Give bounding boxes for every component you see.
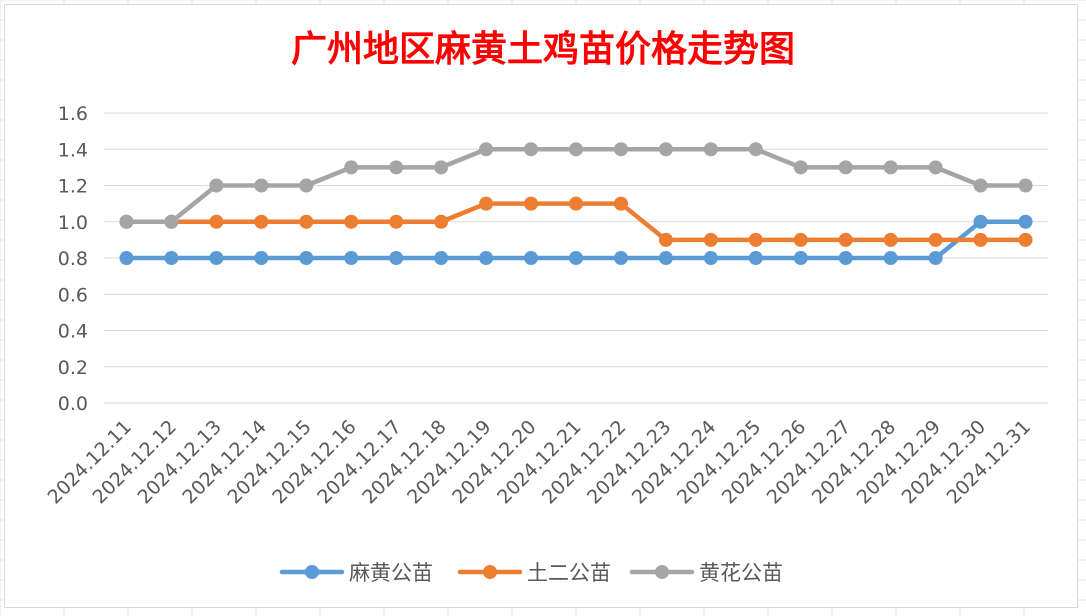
data-point — [703, 251, 718, 265]
legend-label: 土二公苗 — [527, 561, 611, 585]
data-point — [838, 160, 853, 175]
data-point — [793, 232, 808, 247]
legend-item: 黄花公苗 — [629, 561, 783, 585]
series-3 — [119, 142, 1033, 229]
data-point — [254, 214, 269, 229]
data-point — [883, 232, 898, 247]
data-point — [164, 251, 179, 265]
data-point — [793, 251, 808, 265]
data-point — [389, 214, 404, 229]
data-point — [569, 251, 583, 265]
data-point — [524, 251, 539, 265]
data-point — [209, 178, 224, 193]
data-point — [658, 251, 673, 265]
data-point — [748, 142, 763, 157]
data-point — [613, 196, 628, 211]
data-point — [389, 160, 404, 175]
data-point — [703, 142, 718, 157]
series-lines — [119, 142, 1033, 265]
y-tick-label: 0.4 — [58, 321, 88, 343]
legend-item: 土二公苗 — [457, 561, 611, 585]
data-point — [164, 214, 179, 229]
data-point — [928, 232, 943, 247]
data-point — [748, 232, 763, 247]
legend-marker — [655, 565, 669, 579]
data-point — [838, 251, 853, 265]
data-point — [613, 142, 628, 157]
data-point — [838, 232, 853, 247]
data-point — [1018, 214, 1033, 229]
data-point — [928, 251, 943, 265]
data-point — [344, 251, 359, 265]
y-tick-label: 0.0 — [58, 393, 88, 415]
data-point — [479, 142, 494, 157]
y-tick-label: 1.6 — [58, 103, 88, 125]
data-point — [569, 142, 583, 157]
series-1 — [119, 214, 1033, 265]
data-point — [658, 232, 673, 247]
data-point — [344, 160, 359, 175]
data-point — [883, 251, 898, 265]
data-point — [973, 214, 988, 229]
data-point — [973, 232, 988, 247]
data-point — [883, 160, 898, 175]
data-point — [928, 160, 943, 175]
legend-label: 黄花公苗 — [699, 561, 783, 585]
data-point — [254, 251, 269, 265]
data-point — [299, 251, 314, 265]
data-point — [524, 142, 539, 157]
data-point — [479, 196, 494, 211]
data-point — [524, 196, 539, 211]
chart-area[interactable] — [4, 4, 1078, 608]
data-point — [209, 251, 224, 265]
data-point — [299, 178, 314, 193]
chart-title: 广州地区麻黄土鸡苗价格走势图 — [291, 28, 795, 70]
data-point — [119, 214, 134, 229]
data-point — [389, 251, 404, 265]
y-tick-label: 0.6 — [58, 284, 88, 306]
legend-marker — [305, 565, 319, 579]
data-point — [344, 214, 359, 229]
y-tick-label: 0.2 — [58, 357, 88, 379]
data-point — [748, 251, 763, 265]
y-axis-tick-labels: 0.0 0.2 0.4 0.6 0.8 1.0 1.2 1.4 1.6 — [58, 103, 88, 415]
data-point — [254, 178, 269, 193]
y-tick-label: 1.2 — [58, 176, 88, 198]
data-point — [613, 251, 628, 265]
data-point — [299, 214, 314, 229]
legend-marker — [483, 565, 497, 579]
y-tick-label: 1.0 — [58, 212, 88, 234]
legend-label: 麻黄公苗 — [349, 561, 433, 585]
data-point — [569, 196, 583, 211]
data-point — [434, 251, 449, 265]
legend: 麻黄公苗 土二公苗 黄花公苗 — [279, 561, 783, 585]
y-tick-label: 0.8 — [58, 248, 88, 270]
data-point — [703, 232, 718, 247]
data-point — [434, 160, 449, 175]
data-point — [434, 214, 449, 229]
x-axis-tick-labels: 2024.12.112024.12.122024.12.132024.12.14… — [44, 416, 1036, 508]
data-point — [479, 251, 494, 265]
data-point — [793, 160, 808, 175]
legend-item: 麻黄公苗 — [279, 561, 433, 585]
y-tick-label: 1.4 — [58, 139, 88, 161]
data-point — [973, 178, 988, 193]
data-point — [658, 142, 673, 157]
data-point — [1018, 178, 1033, 193]
data-point — [119, 251, 134, 265]
data-point — [1018, 232, 1033, 247]
data-point — [209, 214, 224, 229]
